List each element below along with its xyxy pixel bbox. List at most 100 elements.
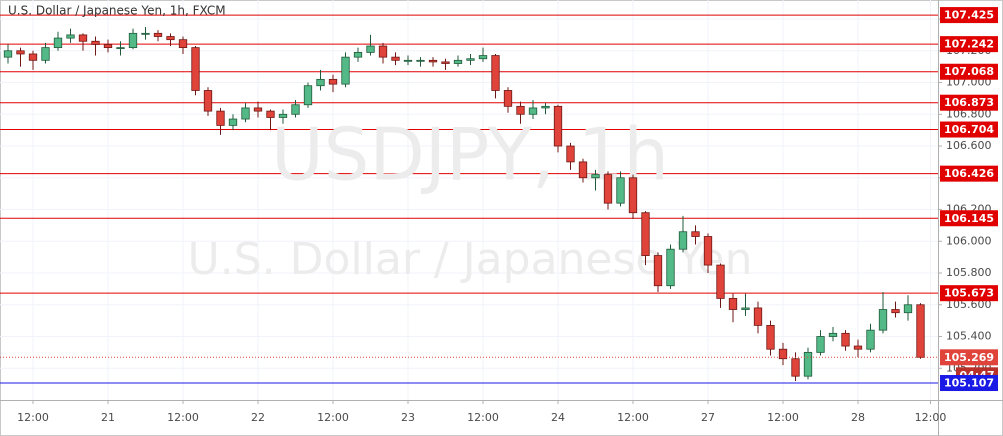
candle-body xyxy=(616,177,625,204)
candle-body xyxy=(678,231,688,250)
candle-body xyxy=(553,105,563,147)
candle-body xyxy=(53,37,63,49)
candle-body xyxy=(528,107,538,115)
candle-body xyxy=(853,345,863,350)
x-tick-label: 12:00 xyxy=(317,411,349,424)
candle-body xyxy=(491,55,500,91)
candle-body xyxy=(453,59,463,64)
candle-body xyxy=(903,304,913,314)
x-tick-label: 12:00 xyxy=(467,411,499,424)
candle-body xyxy=(641,212,650,256)
candle-body xyxy=(391,56,400,61)
candle-body xyxy=(866,329,875,350)
candle-body xyxy=(366,45,375,53)
x-tick-label: 28 xyxy=(851,411,865,424)
candle-body xyxy=(153,32,163,37)
candle-body xyxy=(353,51,363,58)
x-tick-label: 12:00 xyxy=(767,411,799,424)
candle-body xyxy=(603,174,613,204)
candle-body xyxy=(266,110,275,118)
x-tick-label: 12:00 xyxy=(617,411,649,424)
level-box xyxy=(940,7,998,24)
y-tick-label: 106.600 xyxy=(946,139,992,152)
level-label: 106.704 xyxy=(944,123,994,136)
candle-body xyxy=(228,118,238,126)
candle-body xyxy=(103,44,113,49)
candle-body xyxy=(166,36,175,41)
candle-body xyxy=(378,45,388,58)
last-price-box xyxy=(940,349,998,366)
candle-body xyxy=(691,231,700,237)
candle-body xyxy=(3,50,13,58)
level-label: 106.145 xyxy=(944,212,994,225)
candle-body xyxy=(41,47,50,61)
candle-body xyxy=(416,59,425,62)
candle-body xyxy=(816,336,825,353)
candle-body xyxy=(278,113,288,118)
candle-body xyxy=(241,107,250,120)
candle-body xyxy=(116,47,125,50)
y-tick-label: 106.000 xyxy=(946,234,992,247)
candle-body xyxy=(216,110,225,126)
candle-body xyxy=(291,104,300,115)
level-box xyxy=(940,285,998,302)
last-price-label: 105.269 xyxy=(944,351,994,364)
level-label: 107.242 xyxy=(944,38,994,51)
candle-body xyxy=(428,59,438,63)
candle-body xyxy=(841,332,850,347)
candle-body xyxy=(828,332,838,337)
level-box xyxy=(940,165,998,182)
candle-body xyxy=(316,78,325,87)
x-tick-label: 27 xyxy=(701,411,715,424)
candle-body xyxy=(503,90,513,107)
candle-body xyxy=(578,161,588,179)
x-tick-label: 22 xyxy=(251,411,265,424)
support-label: 105.107 xyxy=(944,377,994,390)
level-box xyxy=(940,36,998,53)
candle-body xyxy=(891,309,900,314)
level-label: 105.673 xyxy=(944,287,994,300)
level-label: 107.425 xyxy=(944,9,994,22)
candle-body xyxy=(328,78,338,85)
candle-body xyxy=(341,56,350,85)
y-tick-label: 105.400 xyxy=(946,330,992,343)
candle-body xyxy=(441,61,450,64)
level-box xyxy=(940,210,998,227)
candle-body xyxy=(741,307,750,310)
candle-body xyxy=(303,85,313,106)
candle-body xyxy=(253,107,263,112)
candle-body xyxy=(541,105,550,109)
x-tick-label: 21 xyxy=(101,411,115,424)
candle-body xyxy=(403,59,413,62)
candle-body xyxy=(628,177,638,214)
candle-body xyxy=(516,105,525,115)
candle-body xyxy=(803,351,813,377)
candle-body xyxy=(653,255,663,287)
candle-body xyxy=(591,174,600,179)
level-label: 107.068 xyxy=(944,65,994,78)
x-tick-label: 12:00 xyxy=(17,411,49,424)
candle-body xyxy=(666,248,675,287)
level-box xyxy=(940,63,998,80)
candle-body xyxy=(728,298,738,310)
candle-body xyxy=(28,53,38,61)
candle-body xyxy=(778,348,788,360)
candle-body xyxy=(916,304,925,358)
candle-body xyxy=(16,50,25,55)
candle-body xyxy=(178,39,188,49)
candle-body xyxy=(91,40,100,45)
candle-body xyxy=(878,309,888,331)
candle-body xyxy=(766,324,775,350)
candle-body xyxy=(566,145,575,163)
watermark: USDJPY, 1h xyxy=(271,113,669,197)
x-tick-label: 23 xyxy=(401,411,415,424)
x-tick-label: 12:00 xyxy=(167,411,199,424)
level-box xyxy=(940,121,998,138)
candle-body xyxy=(716,264,725,299)
candle-body xyxy=(128,32,138,49)
candle-body xyxy=(66,34,75,39)
level-label: 106.426 xyxy=(944,167,994,180)
x-tick-label: 24 xyxy=(551,411,565,424)
candle-body xyxy=(791,358,800,377)
